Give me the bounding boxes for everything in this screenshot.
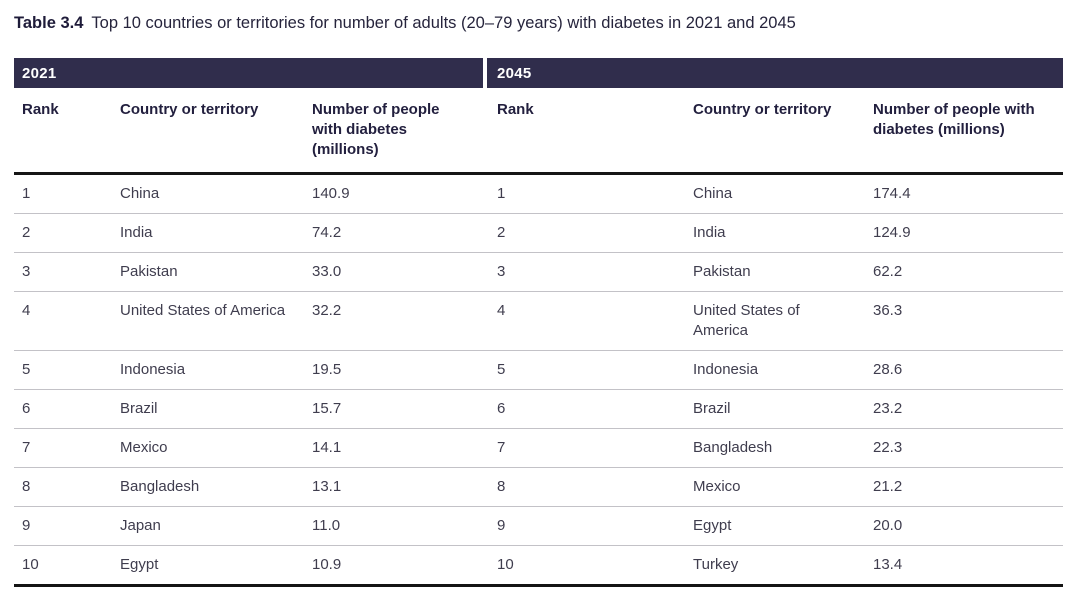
country-cell: Bangladesh xyxy=(693,439,773,456)
value-cell: 174.4 xyxy=(873,185,911,202)
table-row: 7 Mexico 14.1 7 Bangladesh 22.3 xyxy=(14,429,1063,468)
value-cell: 74.2 xyxy=(312,224,342,241)
rank-cell: 4 xyxy=(497,302,506,319)
rank-cell: 9 xyxy=(22,517,31,534)
diabetes-top10-table: 2021 2045 Rank Country or territory Numb… xyxy=(14,58,1063,587)
table-row: 5 Indonesia 19.5 5 Indonesia 28.6 xyxy=(14,351,1063,390)
value-cell: 124.9 xyxy=(873,224,911,241)
table-row: 3 Pakistan 33.0 3 Pakistan 62.2 xyxy=(14,253,1063,292)
column-header-row: Rank Country or territory Number of peop… xyxy=(14,88,1063,175)
year-banner-2045: 2045 xyxy=(487,58,1063,88)
value-cell: 13.4 xyxy=(873,556,903,573)
value-cell: 11.0 xyxy=(312,517,341,534)
header-rank-2021: Rank xyxy=(22,101,59,118)
value-cell: 36.3 xyxy=(873,302,903,319)
rank-cell: 10 xyxy=(22,556,39,573)
country-cell: Pakistan xyxy=(120,263,178,280)
country-cell: United States of America xyxy=(120,302,286,319)
table-number-label: Table 3.4 xyxy=(14,14,84,32)
rank-cell: 5 xyxy=(497,361,506,378)
rank-cell: 3 xyxy=(22,263,31,280)
value-cell: 13.1 xyxy=(312,478,342,495)
header-country-2045: Country or territory xyxy=(693,101,832,118)
header-country-2021: Country or territory xyxy=(120,101,259,118)
rank-cell: 9 xyxy=(497,517,506,534)
rank-cell: 5 xyxy=(22,361,31,378)
rank-cell: 7 xyxy=(497,439,506,456)
country-cell: Egypt xyxy=(120,556,159,573)
year-banner-row: 2021 2045 xyxy=(14,58,1063,88)
country-cell: Mexico xyxy=(693,478,741,495)
country-cell: Bangladesh xyxy=(120,478,200,495)
value-cell: 22.3 xyxy=(873,439,903,456)
rank-cell: 2 xyxy=(22,224,31,241)
country-cell: Brazil xyxy=(120,400,158,417)
value-cell: 20.0 xyxy=(873,517,903,534)
rank-cell: 10 xyxy=(497,556,514,573)
rank-cell: 6 xyxy=(497,400,506,417)
country-cell: Turkey xyxy=(693,556,739,573)
rank-cell: 4 xyxy=(22,302,31,319)
value-cell: 140.9 xyxy=(312,185,350,202)
country-cell: Mexico xyxy=(120,439,168,456)
value-cell: 10.9 xyxy=(312,556,342,573)
rank-cell: 8 xyxy=(22,478,31,495)
value-cell: 23.2 xyxy=(873,400,903,417)
table-caption: Table 3.4 Top 10 countries or territories… xyxy=(14,12,1064,34)
country-cell: China xyxy=(120,185,160,202)
rank-cell: 1 xyxy=(497,185,506,202)
country-cell: Egypt xyxy=(693,517,732,534)
table-row: 10 Egypt 10.9 10 Turkey 13.4 xyxy=(14,546,1063,587)
rank-cell: 8 xyxy=(497,478,506,495)
table-row: 4 United States of America 32.2 4 United… xyxy=(14,292,1063,351)
value-cell: 19.5 xyxy=(312,361,342,378)
country-cell: India xyxy=(693,224,726,241)
value-cell: 15.7 xyxy=(312,400,342,417)
value-cell: 14.1 xyxy=(312,439,342,456)
header-value-2021: Number of people with diabetes (millions… xyxy=(312,101,440,158)
value-cell: 21.2 xyxy=(873,478,903,495)
country-cell: United States of America xyxy=(693,302,800,339)
country-cell: Indonesia xyxy=(693,361,759,378)
table-row: 1 China 140.9 1 China 174.4 xyxy=(14,175,1063,214)
country-cell: Pakistan xyxy=(693,263,751,280)
country-cell: Brazil xyxy=(693,400,731,417)
value-cell: 33.0 xyxy=(312,263,342,280)
table-row: 2 India 74.2 2 India 124.9 xyxy=(14,214,1063,253)
country-cell: India xyxy=(120,224,153,241)
rank-cell: 1 xyxy=(22,185,31,202)
header-rank-2045: Rank xyxy=(497,101,534,118)
header-value-2045: Number of people with diabetes (millions… xyxy=(873,101,1035,138)
table-title-text: Top 10 countries or territories for numb… xyxy=(91,14,796,32)
year-banner-2021: 2021 xyxy=(14,58,483,88)
value-cell: 28.6 xyxy=(873,361,903,378)
rank-cell: 3 xyxy=(497,263,506,280)
value-cell: 32.2 xyxy=(312,302,342,319)
country-cell: China xyxy=(693,185,733,202)
rank-cell: 6 xyxy=(22,400,31,417)
value-cell: 62.2 xyxy=(873,263,903,280)
rank-cell: 7 xyxy=(22,439,31,456)
rank-cell: 2 xyxy=(497,224,506,241)
table-row: 6 Brazil 15.7 6 Brazil 23.2 xyxy=(14,390,1063,429)
country-cell: Japan xyxy=(120,517,161,534)
table-row: 8 Bangladesh 13.1 8 Mexico 21.2 xyxy=(14,468,1063,507)
table-row: 9 Japan 11.0 9 Egypt 20.0 xyxy=(14,507,1063,546)
country-cell: Indonesia xyxy=(120,361,186,378)
